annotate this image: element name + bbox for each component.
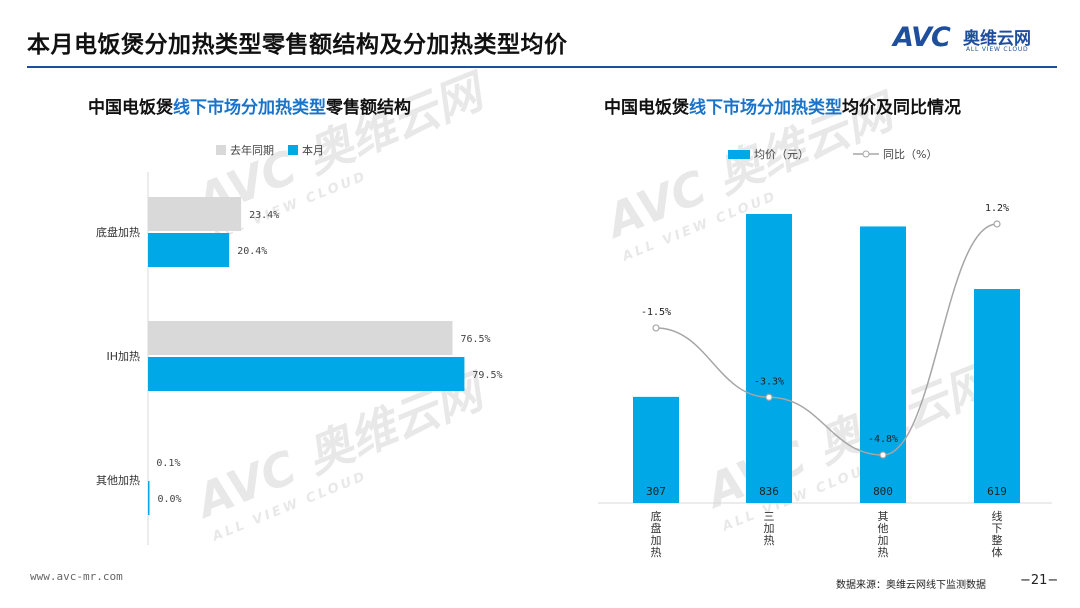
left-chart-legend: 去年同期 本月 — [216, 142, 338, 158]
right-chart-title: 中国电饭煲线下市场分加热类型均价及同比情况 — [604, 98, 961, 118]
page-title: 本月电饭煲分加热类型零售额结构及分加热类型均价 — [27, 32, 568, 58]
legend-item-avg-price: 均价（元） — [728, 146, 809, 162]
yoy-point — [879, 451, 887, 459]
left-chart-title: 中国电饭煲线下市场分加热类型零售额结构 — [88, 98, 411, 118]
header-rule — [27, 66, 1057, 68]
data-label: 0.1% — [156, 458, 180, 469]
data-label: 23.4% — [249, 210, 279, 221]
category-label: 底盘加热 — [651, 509, 662, 559]
yoy-label: -3.3% — [754, 376, 784, 387]
category-label: 底盘加热 — [96, 225, 140, 239]
right-combo-chart: 307 底盘加热 836 三加热 800 其他加热 619 线下整体 -1.5% -3.3% -4.… — [598, 203, 1052, 559]
logo-mark: AVC — [893, 22, 951, 53]
avc-logo: AVC 奥维云网 ALL VIEW CLOUD — [893, 22, 1063, 58]
right-chart-legend: 均价（元） 同比（%） — [728, 146, 951, 162]
bar-value-label: 836 — [759, 485, 779, 498]
data-label: 76.5% — [460, 334, 490, 345]
yoy-line — [655, 223, 998, 456]
bar-this-month — [148, 233, 230, 267]
bar-this-month — [148, 357, 465, 391]
logo-en-text: ALL VIEW CLOUD — [966, 46, 1029, 53]
bar-avg-price — [974, 289, 1020, 503]
bar-value-label: 307 — [646, 485, 666, 498]
yoy-label: 1.2% — [985, 203, 1009, 214]
bar-avg-price — [633, 396, 679, 503]
bar-last-year — [148, 197, 242, 231]
category-label: 线下整体 — [992, 509, 1003, 559]
data-label: 79.5% — [472, 370, 502, 381]
header: 本月电饭煲分加热类型零售额结构及分加热类型均价 AVC 奥维云网 ALL VIE… — [0, 0, 1080, 70]
page-number: −21− — [1020, 573, 1059, 588]
footer-url: www.avc-mr.com — [30, 570, 123, 583]
legend-item-last-year: 去年同期 — [216, 142, 274, 158]
bar-this-month — [148, 481, 150, 515]
yoy-label: -4.8% — [868, 434, 898, 445]
yoy-label: -1.5% — [641, 307, 671, 318]
yoy-point — [993, 220, 1001, 228]
legend-item-this-month: 本月 — [288, 142, 324, 158]
left-bar-chart: 底盘加热 23.4% 20.4% IH加热 76.5% 79.5% 其他加热 0.1% 0.0% — [96, 172, 503, 545]
category-label: 三加热 — [764, 510, 775, 547]
data-label: 0.0% — [158, 494, 182, 505]
bar-value-label: 619 — [987, 485, 1007, 498]
bar-last-year — [148, 321, 453, 355]
bar-avg-price — [860, 226, 906, 503]
yoy-point — [765, 393, 773, 401]
data-label: 20.4% — [237, 246, 267, 257]
bar-value-label: 800 — [873, 485, 893, 498]
data-source: 数据来源：奥维云网线下监测数据 — [836, 580, 986, 591]
category-label: 其他加热 — [878, 510, 889, 559]
legend-item-yoy: 同比（%） — [853, 146, 937, 162]
logo-cn-text: 奥维云网 — [963, 29, 1031, 49]
category-label: IH加热 — [106, 350, 140, 363]
bar-avg-price — [746, 214, 792, 503]
category-label: 其他加热 — [96, 474, 140, 487]
yoy-point — [652, 324, 660, 332]
